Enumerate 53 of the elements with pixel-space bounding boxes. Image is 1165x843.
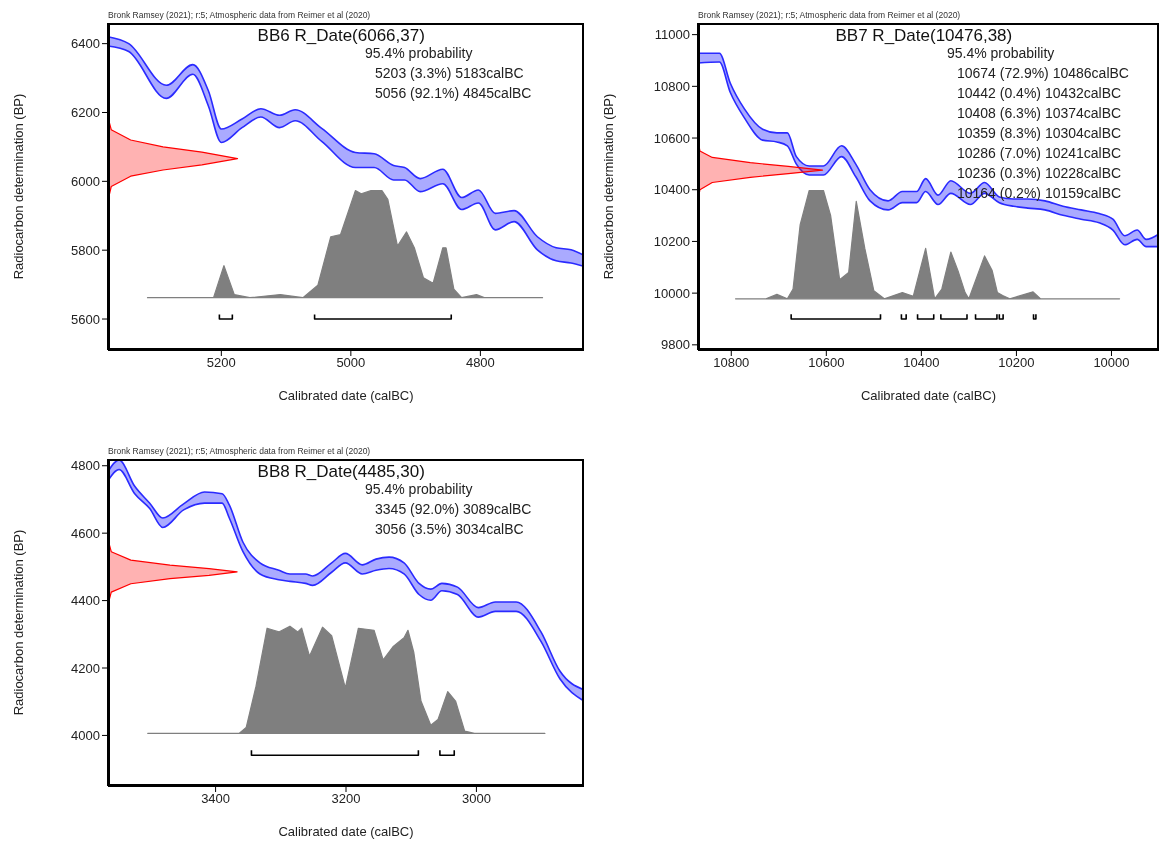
text: Bronk Ramsey (2021); r:5; Atmospheric data from Reimer et al (2020) [108,10,371,20]
chart-title: BB6 R_Date(6066,37) [257,26,425,46]
x-tick-label: 10800 [713,355,750,371]
x-axis-title: Calibrated date (calBC) [278,824,414,839]
annotation: 5203 (3.3%) 5183calBC [375,65,524,81]
annotation: 3345 (92.0%) 3089calBC [375,501,532,517]
x-axis-title: Calibrated date (calBC) [860,388,997,403]
chart-title: BB8 R_Date(4485,30) [257,462,425,482]
x-tick-label: 3400 [201,791,231,807]
x-tick-label: 10400 [903,355,940,371]
text: Bronk Ramsey (2021); r:5; Atmospheric data from Reimer et al (2020) [108,446,371,456]
x-tick-label: 10600 [808,355,845,371]
y-tick-label: 6000 [71,173,100,189]
x-axis-title: Calibrated date (calBC) [278,388,414,403]
x-tick-label: 5000 [336,355,366,371]
annotation: 10674 (72.9%) 10486calBC [956,65,1129,81]
y-tick-label: 4600 [71,525,100,541]
y-tick-label: 6200 [71,105,100,121]
annotation: 5056 (92.1%) 4845calBC [375,85,532,101]
y-tick-label: 5800 [71,242,100,258]
x-tick-label: 4800 [465,355,495,371]
y-tick-label: 9800 [661,337,690,353]
x-tick-label: 10000 [1093,355,1130,371]
y-tick-label: 10600 [653,130,690,146]
y-tick-label: 4400 [71,593,100,609]
y-tick-label: 5600 [71,311,100,327]
annotation: 95.4% probability [365,481,473,497]
y-tick-label: 11000 [654,27,690,43]
y-tick-label: 10400 [653,182,690,198]
y-tick-label: 4200 [71,660,100,676]
y-tick-label: 6400 [71,36,100,52]
y-tick-label: 4000 [71,728,100,744]
annotation: 10286 (7.0%) 10241calBC [956,145,1122,161]
annotation: 3056 (3.5%) 3034calBC [375,521,524,537]
x-tick-label: 10200 [998,355,1035,371]
text: Bronk Ramsey (2021); r:5; Atmospheric data from Reimer et al (2020) [698,10,961,20]
y-tick-label: 10200 [653,234,690,250]
y-tick-label: 10000 [653,285,690,301]
annotation: 10359 (8.3%) 10304calBC [956,125,1122,141]
y-axis-title: Radiocarbon determination (BP) [600,93,616,280]
chart-title: BB7 R_Date(10476,38) [835,26,1013,46]
y-axis-title: Radiocarbon determination (BP) [10,93,26,280]
y-tick-label: 10800 [653,78,690,94]
annotation: 95.4% probability [365,45,473,61]
annotation: 95.4% probability [946,45,1055,61]
x-tick-label: 3000 [461,791,491,807]
x-tick-label: 3200 [331,791,361,807]
annotation: 10408 (6.3%) 10374calBC [956,105,1122,121]
y-axis-title: Radiocarbon determination (BP) [10,529,26,716]
annotation: 10236 (0.3%) 10228calBC [956,165,1122,181]
annotation: 10442 (0.4%) 10432calBC [956,85,1122,101]
y-tick-label: 4800 [71,458,100,474]
x-tick-label: 5200 [206,355,236,371]
